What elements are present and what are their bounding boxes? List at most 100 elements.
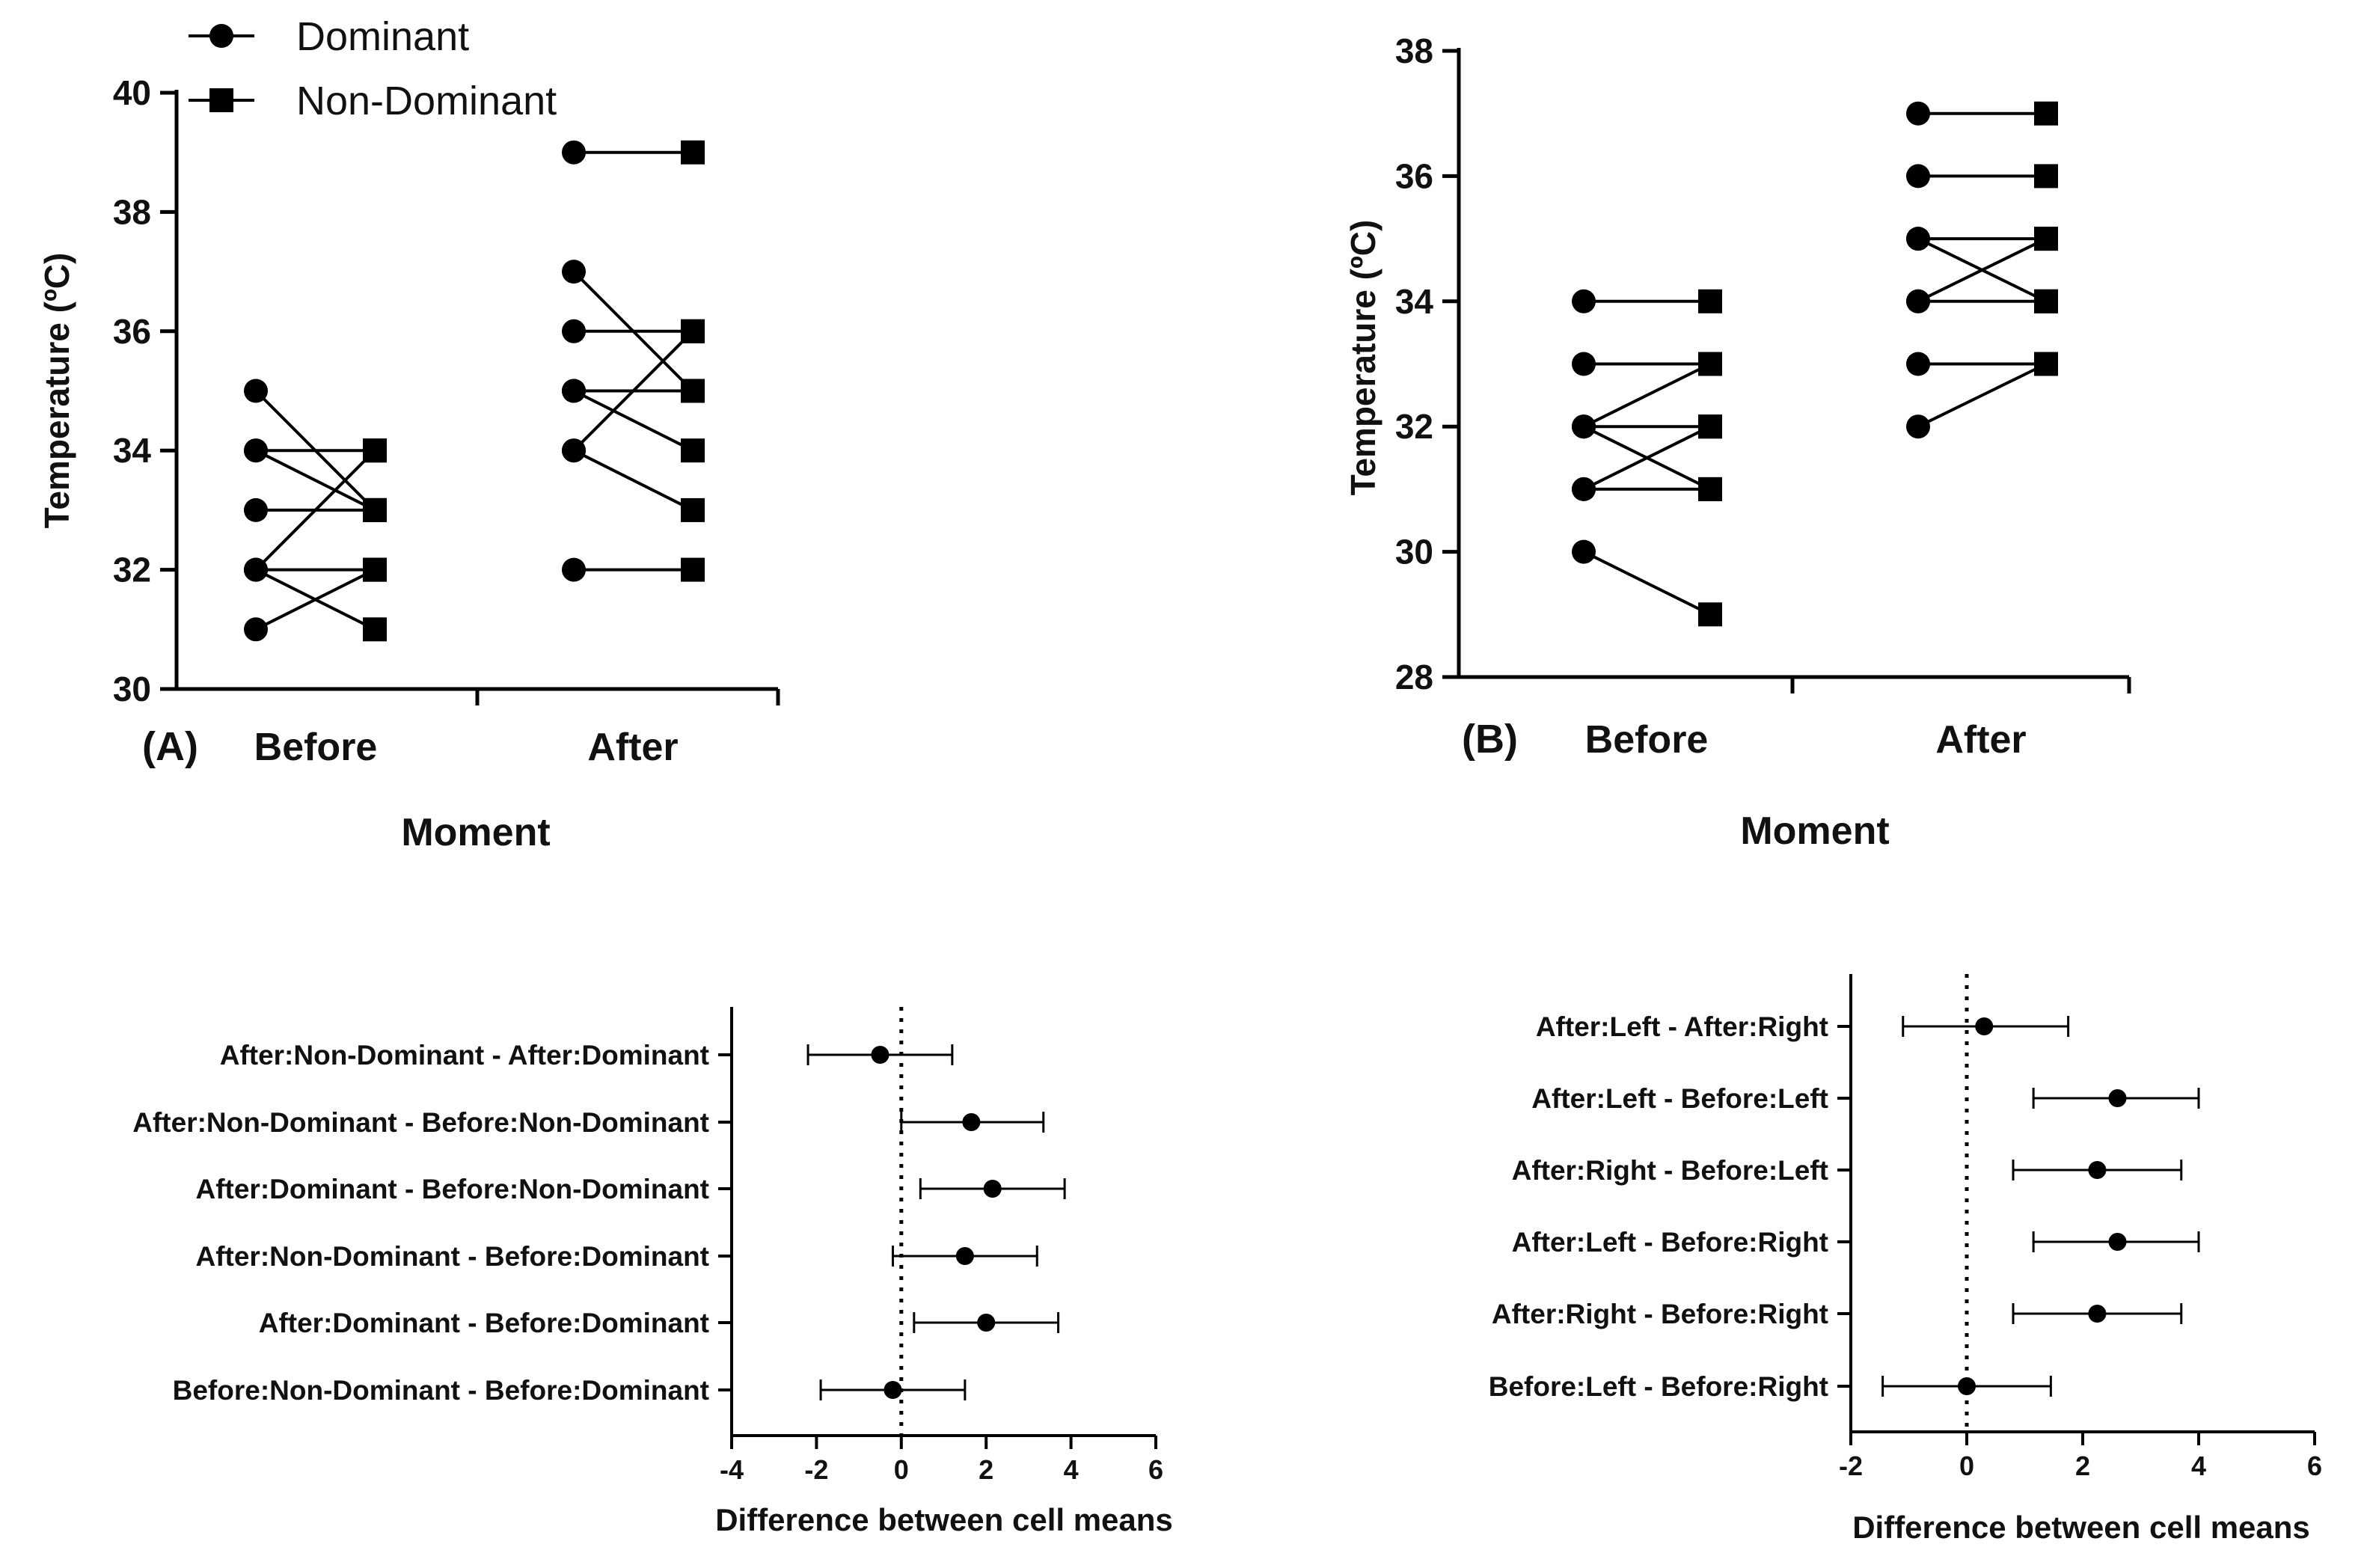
comparison-label: After:Left - Before:Left [1531, 1083, 1828, 1114]
y-tick-label: 34 [113, 431, 152, 470]
y-tick-label: 38 [113, 192, 151, 231]
x-tick-label: -4 [720, 1454, 744, 1485]
x-tick-label: -2 [1839, 1451, 1863, 1481]
dominant-point [562, 140, 586, 165]
non-dominant-point [363, 438, 387, 463]
mean-difference-point [977, 1314, 996, 1332]
comparison-label: After:Non-Dominant - After:Dominant [220, 1040, 709, 1071]
y-axis-title: Temperature (ºC) [37, 253, 76, 529]
non-dominant-point [2034, 101, 2058, 126]
x-tick-label: 2 [2075, 1451, 2090, 1481]
dominant-point [1572, 539, 1596, 564]
non-dominant-point [1698, 602, 1722, 627]
mean-difference-point [2088, 1161, 2107, 1179]
pair-line [573, 449, 693, 512]
dominant-point [244, 557, 268, 582]
non-dominant-point [1698, 414, 1722, 439]
category-label: After [587, 726, 678, 769]
panel-label: (A) [142, 724, 198, 769]
category-label: Before [254, 726, 378, 769]
x-tick-label: -2 [804, 1454, 828, 1485]
non-dominant-point [1698, 289, 1722, 313]
dominant-point [1906, 414, 1930, 439]
dominant-point [562, 379, 586, 403]
mean-difference-point [2088, 1305, 2107, 1323]
x-tick-label: 4 [1064, 1454, 1079, 1485]
y-tick-label: 32 [113, 551, 151, 589]
y-axis-title: Temperature (ºC) [1344, 220, 1382, 496]
paired-chart-1: 28 30 32 34 36 38 Before After (B) Moment Temperat… [1344, 31, 2131, 853]
non-dominant-point [681, 319, 705, 343]
legend-square-marker [209, 88, 233, 112]
legend-label: Non-Dominant [296, 79, 557, 123]
pair-line [255, 568, 376, 631]
y-tick-label: 38 [1395, 31, 1433, 70]
pair-line [1583, 425, 1711, 491]
x-tick-label: 0 [894, 1454, 909, 1485]
dominant-point [1572, 477, 1596, 501]
comparison-label: Before:Non-Dominant - Before:Dominant [173, 1375, 709, 1406]
dominant-point [244, 438, 268, 463]
pair-line [1917, 237, 2047, 303]
pair-line [572, 330, 694, 452]
dominant-point [562, 319, 586, 343]
y-tick-label: 40 [113, 73, 151, 112]
pair-line [573, 389, 693, 452]
dominant-point [562, 260, 586, 284]
non-dominant-point [681, 379, 705, 403]
non-dominant-point [363, 617, 387, 642]
dominant-point [1572, 289, 1596, 313]
dominant-point [1906, 101, 1930, 126]
y-tick-label: 36 [113, 312, 151, 351]
pair-line [1917, 362, 2047, 428]
dominant-point [1906, 352, 1930, 376]
paired-chart-0: 30 32 34 36 38 40 Before After (A) Moment Temperat… [37, 14, 780, 854]
pair-line [255, 449, 376, 512]
x-axis-title: Difference between cell means [1852, 1510, 2310, 1545]
category-label: After [1935, 718, 2026, 762]
legend: Dominant Non-Dominant [189, 14, 557, 123]
y-tick-label: 36 [1395, 156, 1433, 195]
pair-line [1583, 550, 1711, 616]
mean-difference-point [1975, 1017, 1994, 1035]
non-dominant-point [1698, 477, 1722, 501]
dominant-point [1572, 414, 1596, 439]
dominant-point [1906, 227, 1930, 251]
dominant-point [244, 379, 268, 403]
mean-difference-point [871, 1046, 889, 1064]
dominant-point [1572, 352, 1596, 376]
x-tick-label: 2 [979, 1454, 993, 1485]
comparison-label: After:Left - After:Right [1536, 1011, 1828, 1042]
non-dominant-point [2034, 164, 2058, 189]
dominant-point [244, 497, 268, 522]
y-tick-label: 28 [1395, 658, 1433, 696]
comparison-label: After:Right - Before:Left [1512, 1155, 1828, 1186]
non-dominant-point [2034, 289, 2058, 313]
non-dominant-point [2034, 227, 2058, 251]
comparison-label: After:Non-Dominant - Before:Non-Dominant [132, 1107, 709, 1138]
comparison-label: After:Dominant - Before:Non-Dominant [195, 1174, 709, 1204]
mean-difference-point [884, 1381, 902, 1399]
comparison-label: After:Right - Before:Right [1492, 1299, 1828, 1329]
comparison-label: After:Non-Dominant - Before:Dominant [195, 1241, 709, 1272]
mean-difference-point [2108, 1089, 2127, 1107]
category-label: Before [1585, 718, 1709, 762]
x-tick-label: 6 [1148, 1454, 1163, 1485]
mean-difference-point [955, 1247, 974, 1265]
legend-circle-marker [209, 24, 233, 48]
y-tick-label: 32 [1395, 407, 1433, 446]
y-tick-label: 30 [1395, 533, 1433, 572]
x-tick-label: 0 [1959, 1451, 1974, 1481]
x-axis-title: Moment [401, 811, 550, 854]
non-dominant-point [2034, 352, 2058, 376]
x-tick-label: 4 [2191, 1451, 2206, 1481]
non-dominant-point [363, 557, 387, 582]
non-dominant-point [681, 497, 705, 522]
dominant-point [562, 438, 586, 463]
y-tick-label: 30 [113, 670, 151, 708]
comparison-label: Before:Left - Before:Right [1489, 1371, 1828, 1402]
dominant-point [1906, 164, 1930, 189]
panel-label: (B) [1462, 717, 1518, 762]
non-dominant-point [363, 497, 387, 522]
